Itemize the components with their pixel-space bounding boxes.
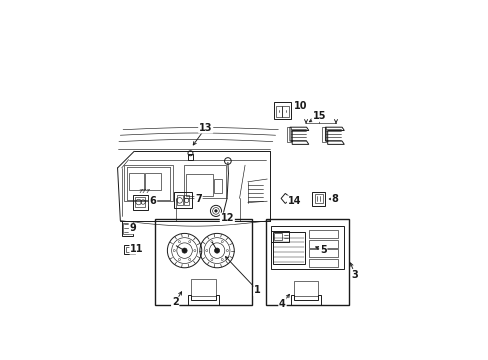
Circle shape bbox=[214, 248, 219, 253]
Text: 9: 9 bbox=[129, 223, 136, 233]
Text: 14: 14 bbox=[287, 196, 301, 206]
Bar bbox=[308, 259, 338, 267]
Bar bbox=[183, 165, 225, 198]
Bar bbox=[124, 165, 173, 201]
Text: 2: 2 bbox=[171, 297, 178, 307]
Bar bbox=[270, 226, 344, 269]
Bar bbox=[155, 219, 251, 305]
Bar bbox=[123, 245, 135, 254]
Text: 3: 3 bbox=[351, 270, 358, 280]
Text: 12: 12 bbox=[220, 213, 234, 224]
Bar bbox=[312, 192, 324, 206]
Bar bbox=[125, 247, 133, 252]
Bar bbox=[265, 219, 348, 305]
Bar bbox=[122, 221, 133, 236]
Bar bbox=[132, 195, 148, 210]
Bar bbox=[174, 192, 192, 208]
Circle shape bbox=[182, 248, 187, 253]
Bar bbox=[282, 105, 288, 117]
Text: 4: 4 bbox=[279, 299, 285, 309]
Circle shape bbox=[214, 210, 217, 212]
Bar bbox=[187, 153, 193, 159]
Bar bbox=[308, 240, 338, 248]
Bar bbox=[308, 230, 338, 238]
Bar bbox=[272, 232, 305, 264]
Bar bbox=[145, 174, 160, 190]
Text: 6: 6 bbox=[149, 196, 156, 206]
Bar bbox=[128, 174, 143, 190]
Bar bbox=[308, 249, 338, 257]
Text: 777: 777 bbox=[138, 189, 150, 194]
Bar bbox=[286, 127, 290, 143]
Text: 5: 5 bbox=[319, 245, 326, 255]
Bar bbox=[183, 195, 189, 205]
Text: 10: 10 bbox=[294, 102, 307, 111]
Bar bbox=[191, 279, 216, 296]
Bar bbox=[314, 194, 322, 203]
Bar bbox=[274, 233, 282, 240]
Bar bbox=[275, 105, 281, 117]
Bar bbox=[135, 197, 145, 207]
Text: 15: 15 bbox=[312, 111, 325, 121]
Bar bbox=[176, 195, 183, 205]
Text: 13: 13 bbox=[199, 123, 212, 133]
Text: 7: 7 bbox=[195, 194, 202, 204]
Text: 8: 8 bbox=[331, 194, 338, 204]
Bar bbox=[186, 174, 212, 196]
Bar bbox=[271, 231, 289, 242]
Bar bbox=[273, 102, 290, 120]
Bar bbox=[293, 281, 317, 296]
Bar bbox=[322, 127, 325, 143]
Bar bbox=[123, 223, 131, 234]
Bar bbox=[214, 179, 222, 193]
Text: 1: 1 bbox=[254, 285, 261, 296]
Text: 11: 11 bbox=[130, 244, 143, 254]
